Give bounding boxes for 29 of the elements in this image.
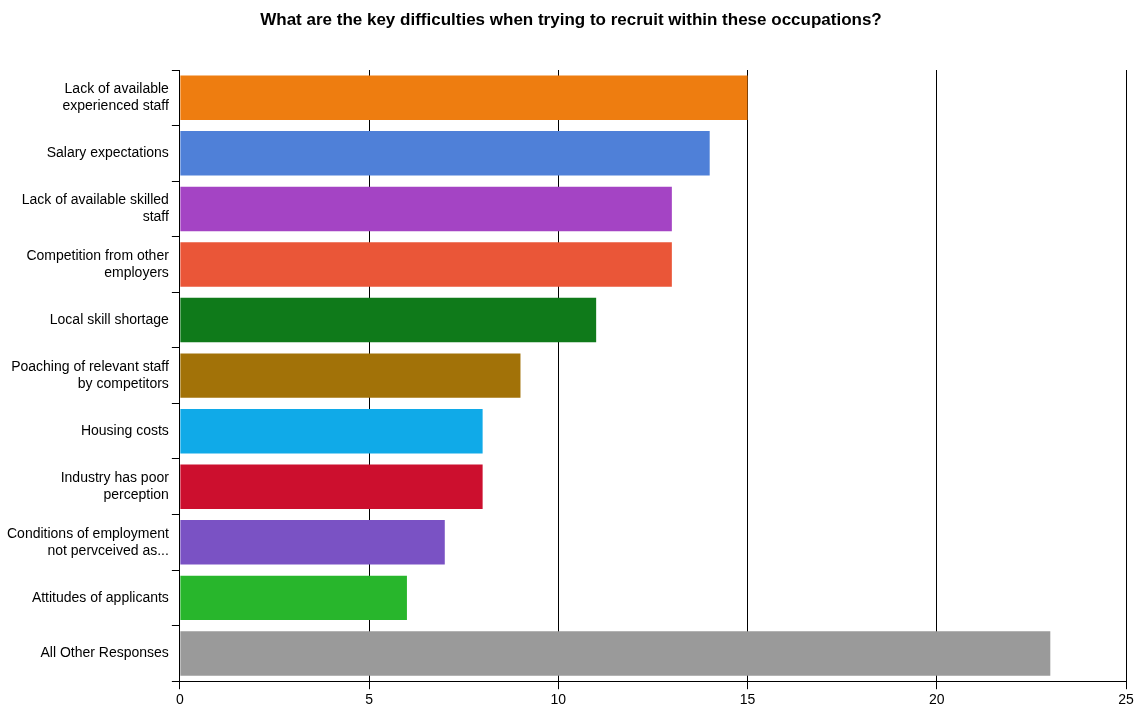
chart-title: What are the key difficulties when trying to recruit within these occupations? — [259, 9, 883, 31]
bar — [180, 131, 710, 176]
bar — [180, 297, 597, 343]
x-tick-label: 0 — [175, 691, 184, 708]
bar — [180, 242, 672, 287]
y-tick-label: Poaching of relevant staff by competitors — [11, 358, 169, 391]
bar — [180, 353, 521, 398]
y-tick-label: Attitudes of applicants — [31, 588, 169, 605]
y-tick-label: All Other Responses — [40, 644, 169, 661]
x-tick-label: 20 — [928, 691, 945, 708]
x-tick-label: 25 — [1118, 691, 1134, 708]
y-tick-label: Industry has poor perception — [60, 469, 170, 502]
y-tick-label: Local skill shortage — [49, 310, 170, 327]
y-tick-label: Housing costs — [80, 422, 169, 439]
y-tick-label: Conditions of employment not pervceived as... — [6, 524, 169, 558]
bar — [180, 408, 483, 454]
bar — [180, 631, 1051, 676]
bar — [180, 186, 672, 232]
x-tick-label: 15 — [739, 691, 756, 708]
bar — [180, 520, 445, 565]
y-tick-label: Salary expectations — [46, 144, 169, 161]
y-tick-label: Competition from other employers — [26, 246, 170, 280]
x-tick-label: 5 — [365, 691, 374, 708]
y-tick-label: Lack of available skilled staff — [21, 191, 169, 225]
y-tick-label: Lack of available experienced staff — [62, 80, 170, 114]
bar — [180, 575, 407, 621]
bar — [180, 75, 748, 121]
bar — [180, 464, 483, 509]
x-tick-label: 10 — [550, 691, 567, 708]
